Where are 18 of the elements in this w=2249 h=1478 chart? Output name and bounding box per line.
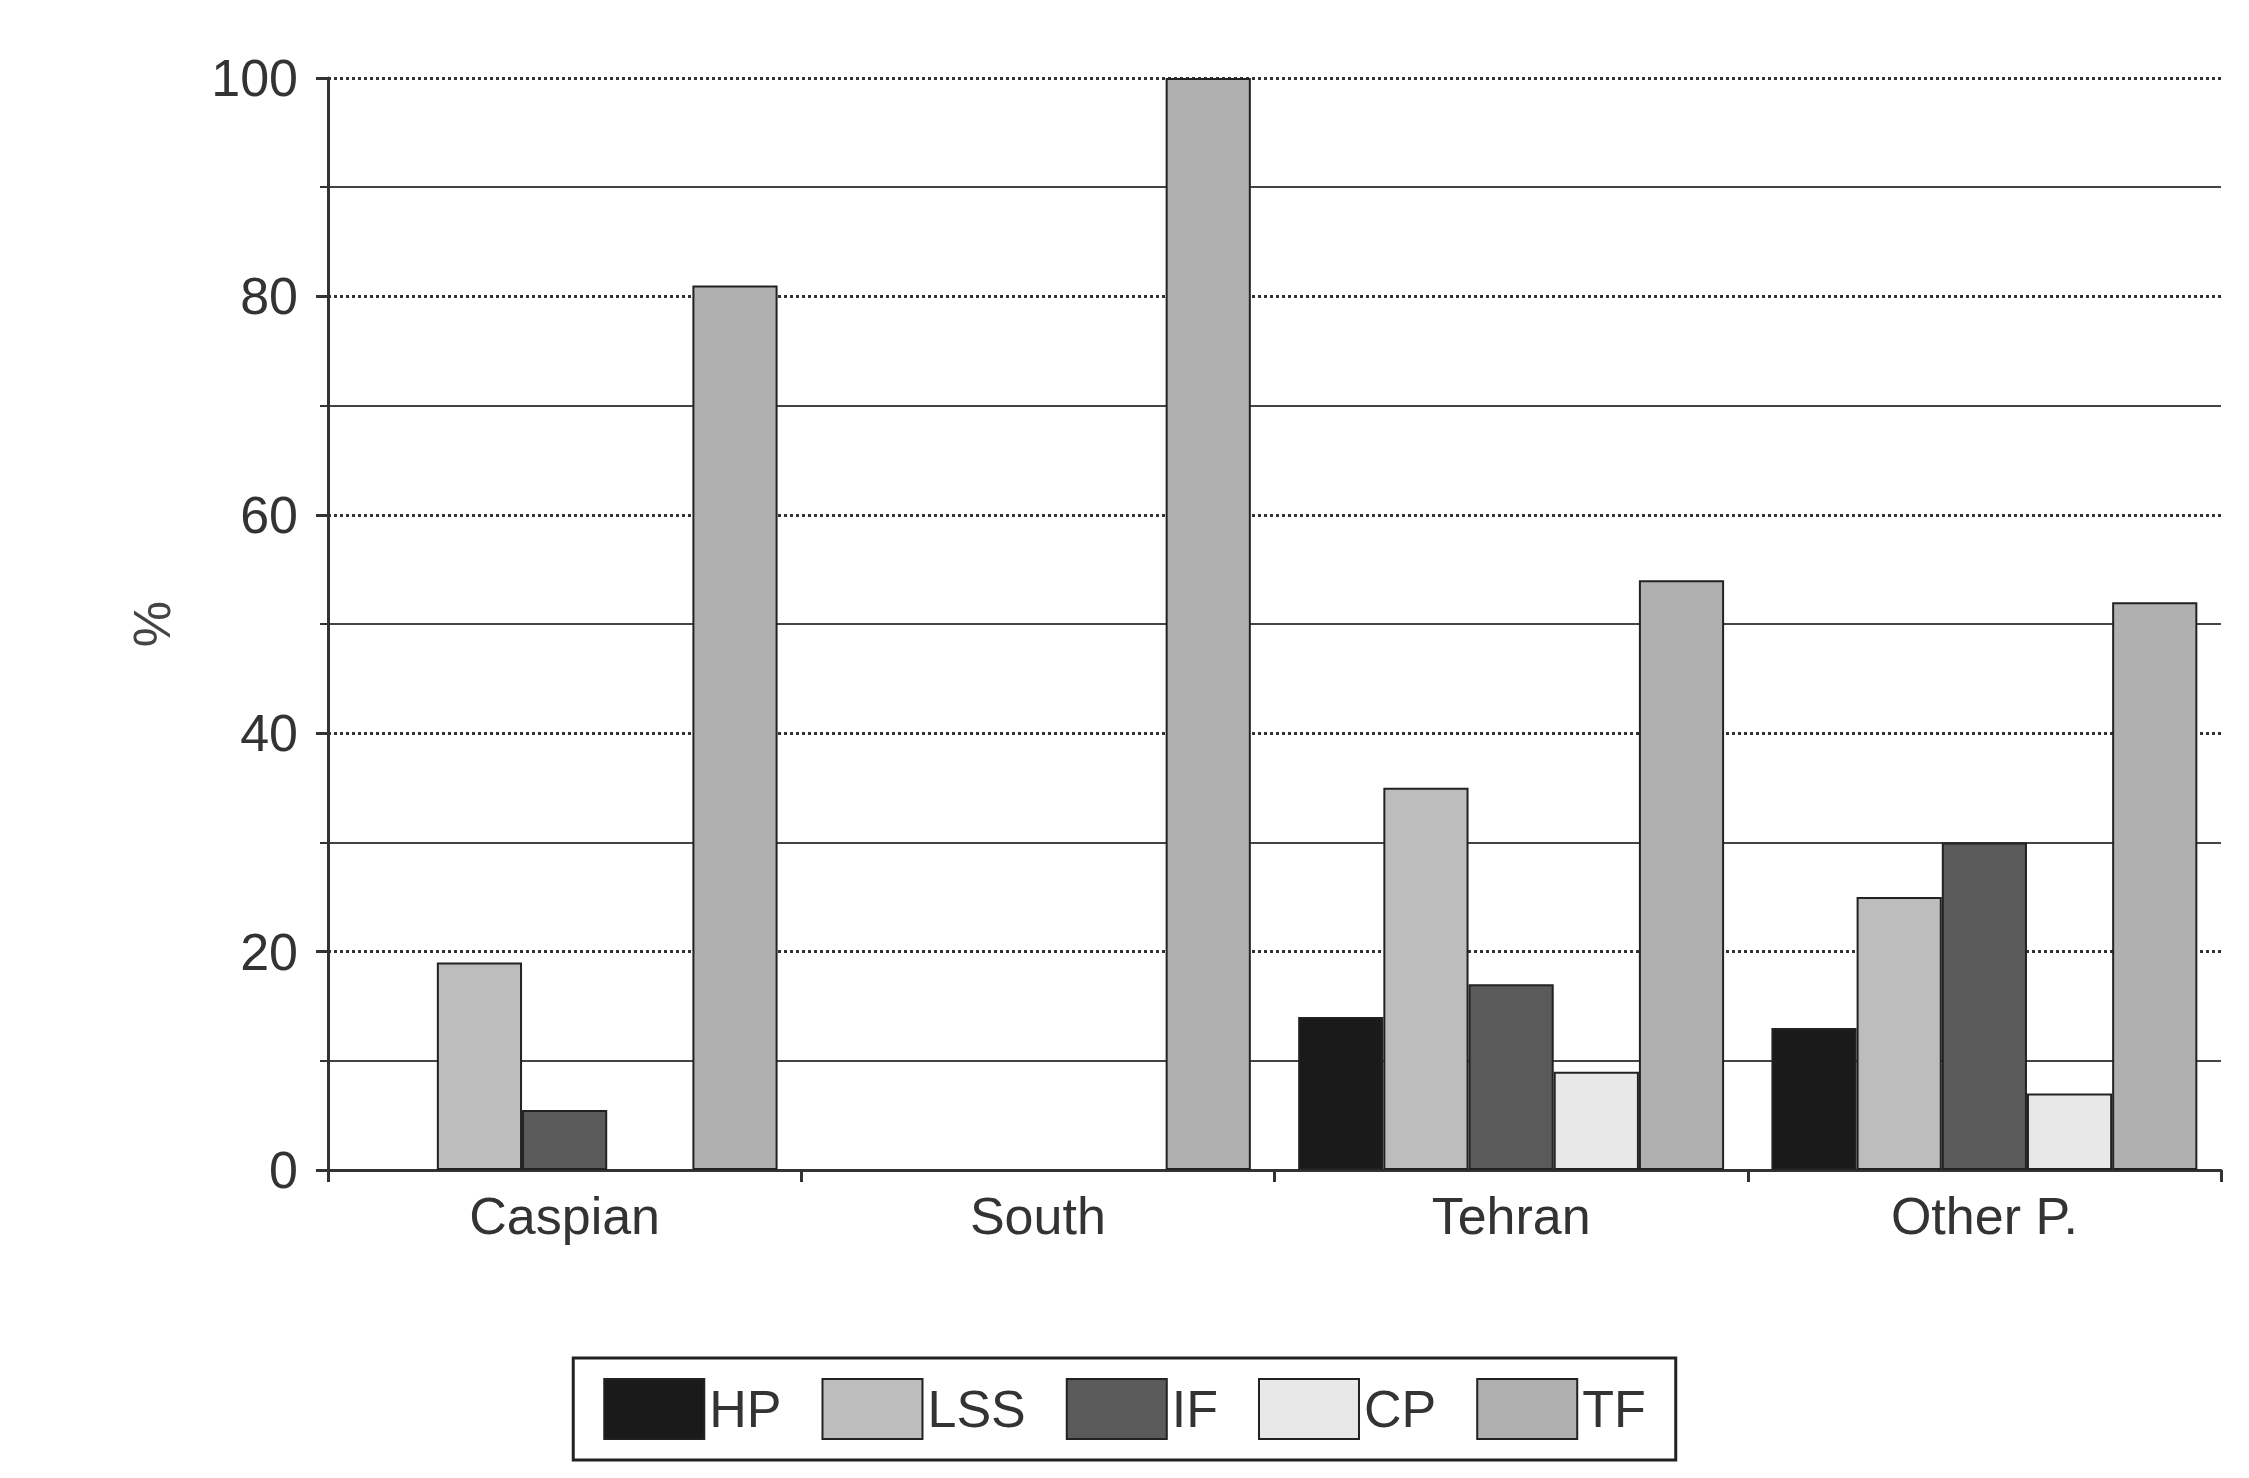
legend-label: CP bbox=[1363, 1380, 1437, 1438]
y-tick-label: 60 bbox=[240, 485, 298, 544]
legend-label: IF bbox=[1171, 1380, 1218, 1438]
y-tick-label: 100 bbox=[211, 49, 298, 107]
legend-label: LSS bbox=[927, 1380, 1026, 1438]
y-axis-title: % bbox=[123, 600, 181, 648]
y-tick-label: 40 bbox=[240, 704, 298, 763]
y-tick-label: 20 bbox=[240, 922, 298, 981]
bar bbox=[692, 285, 778, 1170]
x-tick-label: Other P. bbox=[1890, 1187, 2078, 1245]
y-tick-label: 80 bbox=[240, 267, 298, 326]
y-tick-label: 0 bbox=[269, 1141, 298, 1199]
bar bbox=[1165, 78, 1251, 1170]
legend-label: HP bbox=[709, 1380, 782, 1438]
x-tick-label: Caspian bbox=[469, 1187, 661, 1245]
x-tick-label: South bbox=[969, 1187, 1106, 1245]
legend-label: TF bbox=[1582, 1380, 1646, 1438]
x-tick-label: Tehran bbox=[1431, 1187, 1591, 1245]
